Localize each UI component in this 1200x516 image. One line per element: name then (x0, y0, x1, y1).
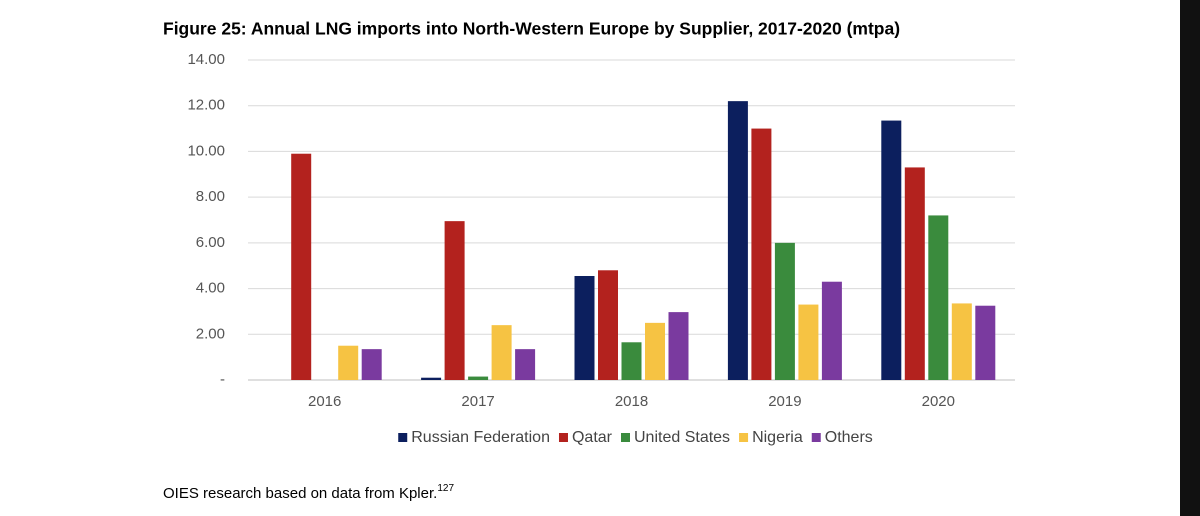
bar (491, 325, 512, 380)
bar (444, 221, 465, 380)
screen-edge (1180, 0, 1200, 516)
bar (468, 376, 489, 380)
legend-label: Others (825, 429, 873, 446)
y-tick-label: 2.00 (196, 325, 225, 342)
bar (421, 377, 442, 380)
source-text: OIES research based on data from Kpler. (163, 485, 437, 502)
bar (645, 322, 665, 380)
y-tick-label: 10.00 (187, 142, 225, 159)
legend-swatch (621, 433, 630, 442)
bar (338, 345, 359, 380)
bar (975, 305, 996, 380)
bar (798, 304, 819, 380)
bar (751, 128, 772, 380)
x-tick-label: 2016 (308, 393, 341, 410)
footnote-ref: 127 (437, 483, 454, 494)
bar (621, 342, 642, 380)
bar (951, 303, 972, 380)
y-tick-label: 4.00 (196, 280, 225, 297)
legend-label: Russian Federation (411, 429, 550, 446)
x-tick-label: 2017 (461, 393, 494, 410)
legend-label: United States (634, 429, 730, 446)
x-tick-label: 2020 (922, 393, 955, 410)
bar (291, 153, 312, 380)
legend-label: Qatar (572, 429, 613, 446)
bar (821, 281, 842, 380)
legend-label: Nigeria (752, 429, 803, 446)
bar (574, 276, 595, 380)
bar (668, 312, 689, 380)
legend-swatch (558, 433, 568, 442)
y-tick-label: 8.00 (196, 188, 225, 205)
y-tick-label: 6.00 (196, 234, 225, 251)
bar (515, 349, 536, 380)
legend-swatch (739, 433, 749, 442)
bar (928, 215, 949, 380)
x-tick-label: 2019 (768, 393, 801, 410)
bar (904, 167, 925, 380)
y-tick-label: 14.00 (187, 51, 225, 68)
legend-swatch (811, 433, 821, 442)
chart-title: Figure 25: Annual LNG imports into North… (163, 19, 900, 39)
y-tick-label: - (220, 371, 225, 388)
source-note: OIES research based on data from Kpler.1… (163, 483, 454, 502)
bar (774, 242, 795, 380)
legend-swatch (398, 433, 408, 442)
bar (881, 120, 902, 381)
y-tick-label: 12.00 (187, 97, 225, 114)
x-tick-label: 2018 (615, 393, 648, 410)
bar (361, 349, 382, 380)
bar (598, 270, 618, 380)
bar (727, 101, 748, 381)
